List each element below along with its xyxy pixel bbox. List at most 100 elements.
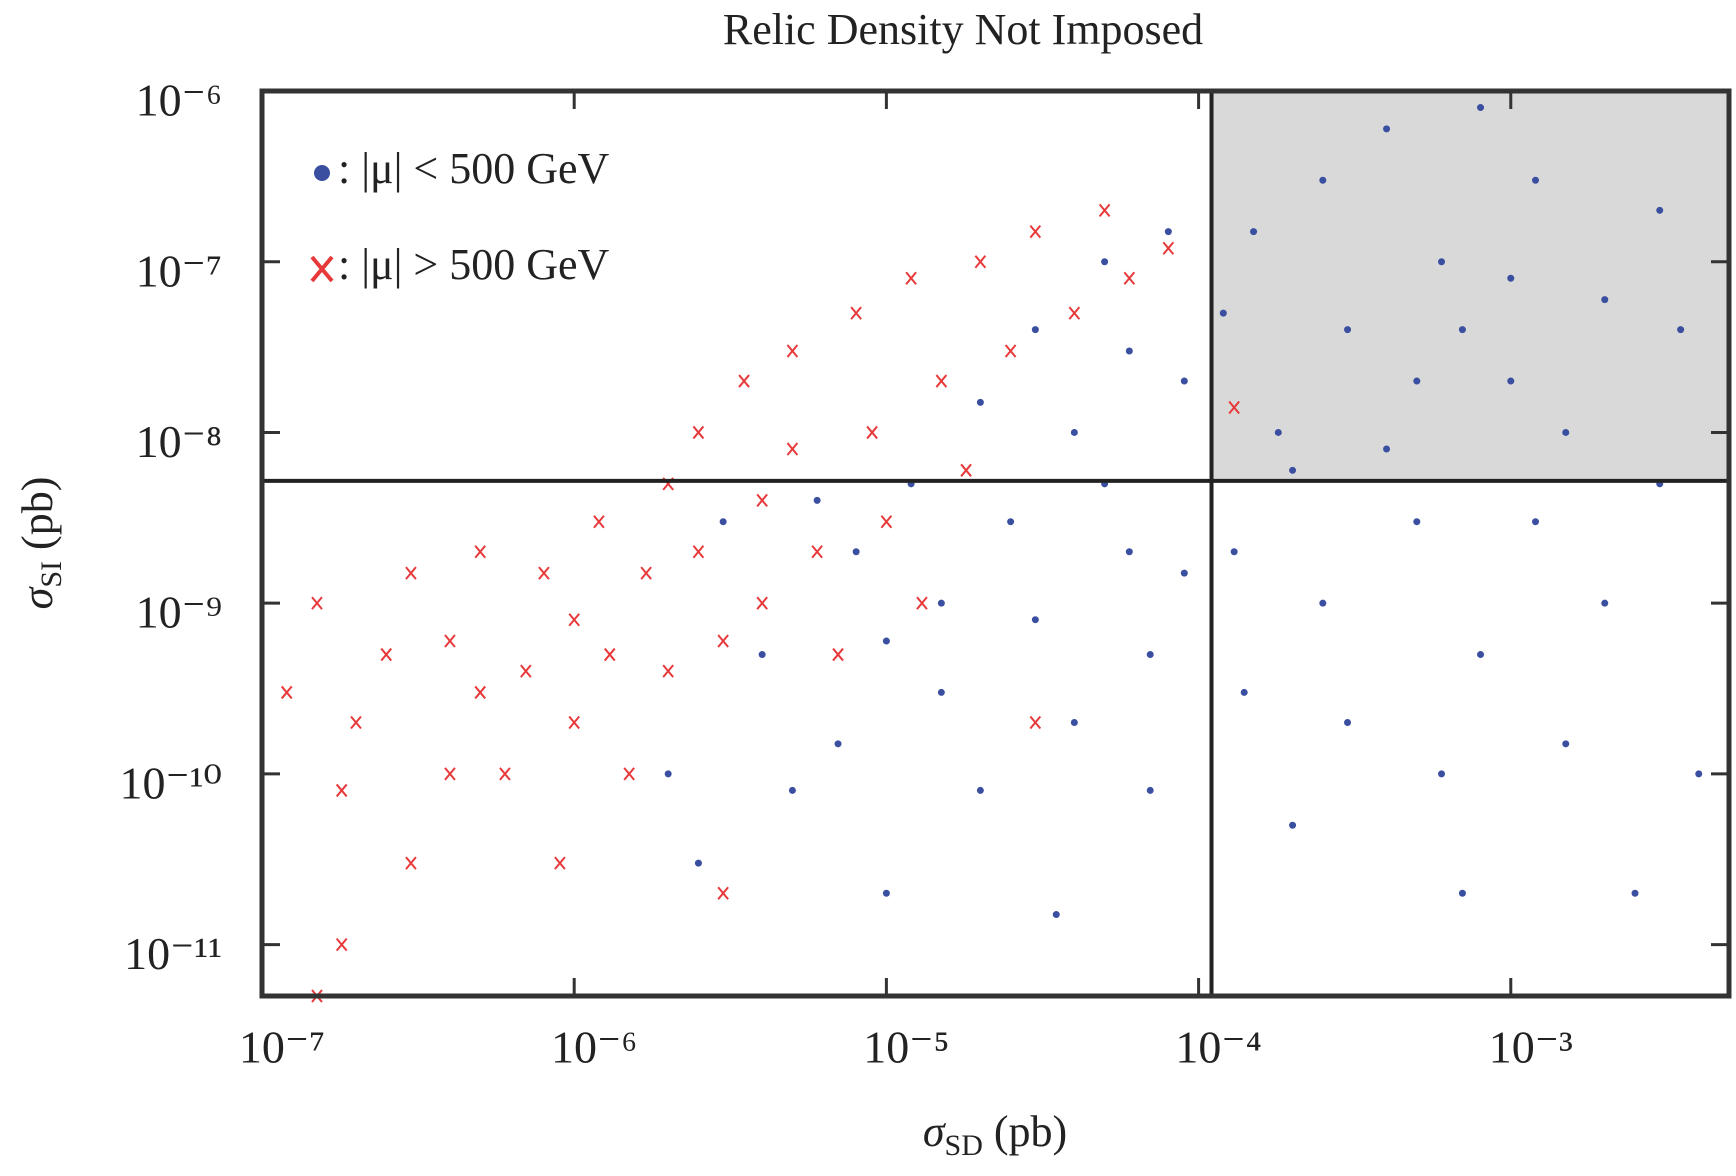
point	[1344, 718, 1352, 726]
y-tick-label: 10⁻⁹	[136, 587, 222, 638]
point	[880, 515, 893, 529]
point	[1383, 445, 1391, 453]
point	[756, 596, 768, 610]
point	[444, 767, 456, 781]
point	[1562, 740, 1570, 748]
point	[1601, 296, 1609, 304]
point	[960, 463, 972, 477]
point	[850, 306, 862, 320]
point	[1507, 274, 1515, 282]
point	[1383, 125, 1391, 133]
x-tick-label: 10⁻³	[1489, 1022, 1573, 1073]
point	[1052, 911, 1060, 919]
point	[788, 786, 796, 794]
point	[1228, 400, 1240, 415]
point	[935, 374, 948, 388]
point	[1070, 428, 1078, 436]
point	[692, 545, 705, 559]
x-axis-label: σSD (pb)	[923, 1107, 1067, 1162]
point	[786, 344, 799, 358]
point	[1031, 326, 1039, 334]
point	[758, 651, 766, 659]
point	[1344, 326, 1352, 334]
point	[813, 496, 821, 504]
chart-title: Relic Density Not Imposed	[723, 5, 1203, 54]
legend-marker	[314, 165, 330, 181]
point	[538, 566, 550, 580]
points	[280, 104, 1703, 1003]
point	[1031, 616, 1039, 624]
point	[1070, 718, 1078, 726]
point	[866, 425, 878, 440]
x-tick-label: 10⁻⁷	[239, 1022, 325, 1073]
point	[1656, 206, 1664, 214]
point	[335, 937, 348, 952]
point	[1413, 518, 1421, 526]
point	[1180, 569, 1188, 577]
point	[1068, 306, 1081, 320]
point	[1146, 651, 1154, 659]
point	[786, 442, 799, 456]
point	[1219, 309, 1227, 317]
point	[568, 715, 580, 730]
point	[937, 688, 945, 696]
point	[1250, 228, 1258, 236]
point	[1695, 770, 1703, 778]
point	[1125, 347, 1133, 355]
x-tick-label: 10⁻⁶	[551, 1022, 637, 1073]
point	[717, 634, 729, 648]
point	[834, 740, 842, 748]
y-tick-label: 10⁻⁷	[136, 245, 222, 296]
point	[811, 545, 823, 559]
point	[692, 425, 705, 440]
point	[568, 613, 580, 627]
point	[640, 566, 652, 580]
point	[1004, 344, 1017, 358]
point	[1230, 548, 1238, 556]
point	[405, 856, 417, 870]
x-tick-label: 10⁻⁴	[1175, 1022, 1261, 1073]
point	[335, 783, 348, 798]
point	[520, 664, 532, 678]
point	[1532, 176, 1540, 184]
point	[719, 518, 727, 526]
point	[380, 647, 393, 662]
point	[694, 859, 702, 867]
point	[852, 548, 860, 556]
legend-marker	[310, 255, 334, 283]
y-tick-label: 10⁻⁸	[136, 416, 222, 467]
point	[444, 634, 456, 648]
point	[405, 566, 417, 580]
point	[350, 715, 362, 730]
point	[1413, 377, 1421, 385]
point	[1007, 518, 1015, 526]
point	[554, 856, 566, 870]
point	[1319, 176, 1327, 184]
point	[1458, 889, 1466, 897]
x-tick-label: 10⁻⁵	[863, 1022, 949, 1073]
point	[717, 886, 729, 900]
point	[1029, 225, 1042, 239]
point	[1274, 428, 1282, 436]
point	[474, 685, 486, 700]
point	[756, 493, 768, 508]
point	[280, 685, 293, 700]
point	[1164, 228, 1172, 236]
legend-label: : |μ| > 500 GeV	[338, 240, 610, 289]
point	[937, 599, 945, 607]
point	[1240, 688, 1248, 696]
point	[593, 515, 605, 529]
point	[1458, 326, 1466, 334]
point	[499, 767, 511, 781]
point	[974, 255, 987, 269]
excluded-region	[1211, 91, 1729, 481]
point	[1438, 258, 1446, 266]
point	[1631, 889, 1639, 897]
point	[1601, 599, 1609, 607]
point	[311, 596, 323, 610]
point	[1162, 241, 1175, 255]
point	[1319, 599, 1327, 607]
plot-frame	[259, 88, 1732, 999]
point	[1477, 104, 1485, 112]
point	[1180, 377, 1188, 385]
